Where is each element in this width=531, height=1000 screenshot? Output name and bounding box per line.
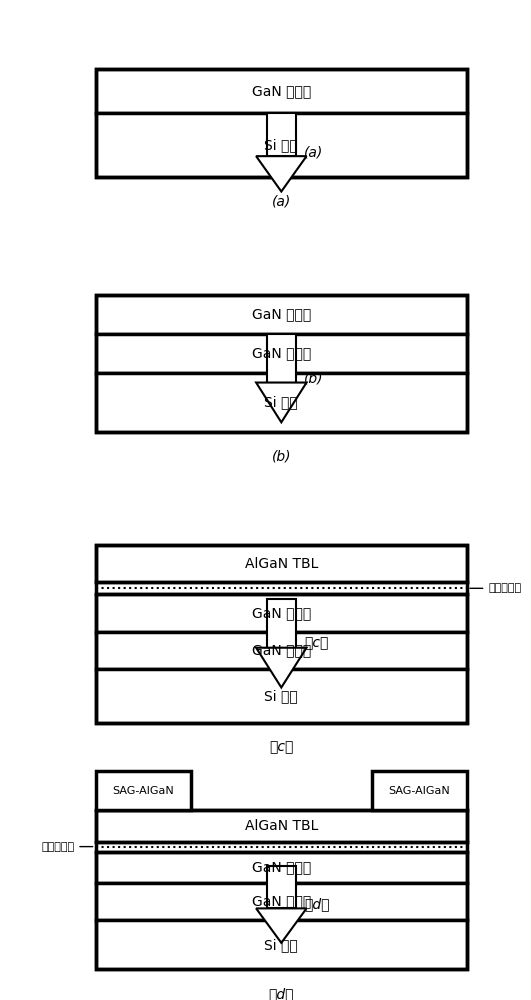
- Text: SAG-AlGaN: SAG-AlGaN: [389, 786, 450, 796]
- Text: AlGaN TBL: AlGaN TBL: [245, 557, 318, 571]
- Bar: [96, 594, 467, 632]
- Text: GaN 缓冲层: GaN 缓冲层: [252, 84, 311, 98]
- Text: GaN 缓冲层: GaN 缓冲层: [252, 643, 311, 657]
- Bar: [267, 334, 296, 383]
- Text: （d）: （d）: [269, 987, 294, 1000]
- Polygon shape: [256, 156, 306, 192]
- Bar: [267, 113, 296, 156]
- Text: GaN 沟道层: GaN 沟道层: [252, 606, 311, 620]
- Bar: [96, 810, 467, 842]
- Bar: [96, 113, 467, 177]
- Text: 二维电子气: 二维电子气: [41, 842, 93, 852]
- Text: GaN 缓冲层: GaN 缓冲层: [252, 347, 311, 361]
- Bar: [96, 545, 467, 723]
- Bar: [96, 632, 467, 669]
- Bar: [96, 883, 467, 920]
- Polygon shape: [256, 908, 306, 943]
- Bar: [372, 771, 467, 810]
- Text: （d）: （d）: [304, 898, 329, 912]
- Text: GaN 沟道层: GaN 沟道层: [252, 307, 311, 321]
- Bar: [96, 669, 467, 723]
- Text: Si 衬底: Si 衬底: [264, 938, 298, 952]
- Bar: [96, 852, 467, 883]
- Text: (b): (b): [271, 450, 291, 464]
- Text: SAG-AlGaN: SAG-AlGaN: [113, 786, 174, 796]
- Bar: [96, 69, 467, 113]
- Polygon shape: [256, 383, 306, 422]
- Bar: [96, 69, 467, 177]
- Text: Si 衬底: Si 衬底: [264, 138, 298, 152]
- Text: GaN 缓冲层: GaN 缓冲层: [252, 895, 311, 909]
- Text: Si 衬底: Si 衬底: [264, 396, 298, 410]
- Text: 二维电子气: 二维电子气: [470, 583, 521, 593]
- Bar: [96, 295, 467, 334]
- Text: （c）: （c）: [304, 636, 328, 650]
- Bar: [96, 334, 467, 373]
- Text: (a): (a): [272, 194, 291, 208]
- Bar: [267, 866, 296, 908]
- Text: (a): (a): [304, 145, 323, 159]
- Text: AlGaN TBL: AlGaN TBL: [245, 819, 318, 833]
- Polygon shape: [256, 648, 306, 688]
- Text: GaN 沟道层: GaN 沟道层: [252, 860, 311, 874]
- Bar: [96, 373, 467, 432]
- Text: （c）: （c）: [269, 741, 294, 755]
- Text: Si 衬底: Si 衬底: [264, 689, 298, 703]
- Text: (b): (b): [304, 371, 323, 385]
- Bar: [96, 810, 467, 969]
- Bar: [96, 295, 467, 432]
- Bar: [267, 599, 296, 648]
- Bar: [96, 545, 467, 582]
- Bar: [96, 771, 191, 810]
- Bar: [96, 920, 467, 969]
